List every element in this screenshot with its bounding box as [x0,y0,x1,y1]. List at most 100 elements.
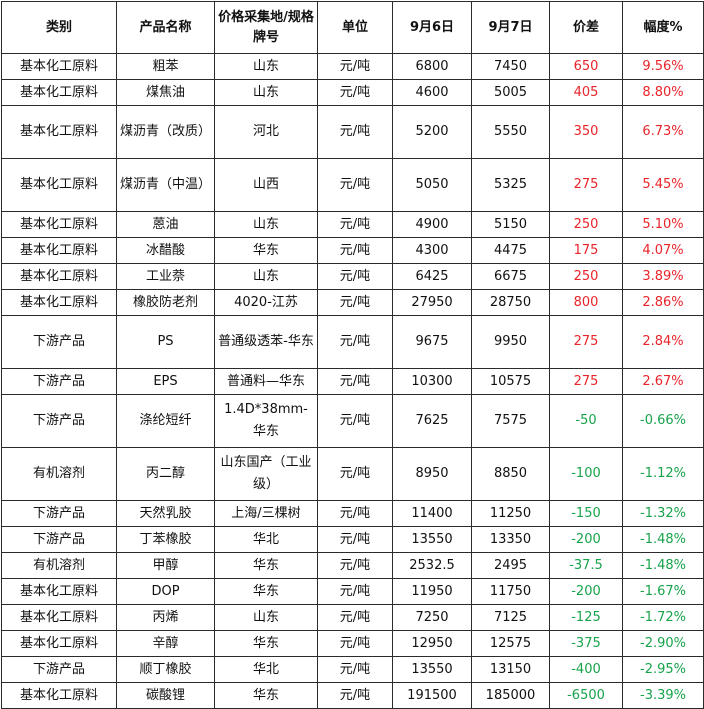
cell-location: 普通级透苯-华东 [214,315,318,369]
cell-sep6-price: 2532.5 [392,552,472,579]
cell-category: 有机溶剂 [1,552,117,579]
cell-unit: 元/吨 [317,79,393,106]
cell-change-pct: -1.12% [622,447,704,501]
cell-product: 丁苯橡胶 [116,526,215,553]
cell-category: 基本化工原料 [1,158,117,212]
cell-sep7-price: 7575 [471,394,550,448]
cell-change-pct: 8.80% [622,79,704,106]
table-row: 基本化工原料 冰醋酸 华东 元/吨 4300 4475 175 4.07% [1,237,704,264]
cell-location: 华东 [214,578,318,605]
cell-change-pct: 2.84% [622,315,704,369]
cell-sep6-price: 5200 [392,105,472,159]
cell-location: 华东 [214,682,318,709]
cell-price-diff: 275 [549,158,623,212]
cell-price-diff: 175 [549,237,623,264]
cell-unit: 元/吨 [317,158,393,212]
cell-sep7-price: 185000 [471,682,550,709]
cell-unit: 元/吨 [317,394,393,448]
cell-price-diff: 350 [549,105,623,159]
cell-price-diff: -125 [549,604,623,631]
cell-sep7-price: 28750 [471,289,550,316]
cell-sep6-price: 27950 [392,289,472,316]
cell-product: 冰醋酸 [116,237,215,264]
cell-category: 基本化工原料 [1,682,117,709]
cell-sep6-price: 12950 [392,630,472,657]
cell-product: 煤沥青（改质） [116,105,215,159]
cell-price-diff: 250 [549,211,623,238]
cell-category: 基本化工原料 [1,604,117,631]
cell-product: 煤沥青（中温） [116,158,215,212]
cell-sep7-price: 13350 [471,526,550,553]
cell-price-diff: 800 [549,289,623,316]
cell-change-pct: 2.67% [622,368,704,395]
cell-sep7-price: 7450 [471,53,550,80]
cell-location: 4020-江苏 [214,289,318,316]
cell-category: 下游产品 [1,656,117,683]
cell-category: 基本化工原料 [1,237,117,264]
cell-sep6-price: 6425 [392,263,472,290]
cell-change-pct: -1.48% [622,526,704,553]
cell-product: 粗苯 [116,53,215,80]
cell-category: 基本化工原料 [1,53,117,80]
cell-unit: 元/吨 [317,211,393,238]
cell-change-pct: -2.95% [622,656,704,683]
cell-location: 山东国产（工业级） [214,447,318,501]
cell-location: 华东 [214,237,318,264]
cell-unit: 元/吨 [317,315,393,369]
cell-location: 山西 [214,158,318,212]
cell-change-pct: 3.89% [622,263,704,290]
cell-sep7-price: 4475 [471,237,550,264]
header-row: 类别 产品名称 价格采集地/规格牌号 单位 9月6日 9月7日 价差 幅度% [1,1,704,54]
cell-category: 基本化工原料 [1,105,117,159]
cell-category: 基本化工原料 [1,630,117,657]
cell-change-pct: 6.73% [622,105,704,159]
cell-product: 丙二醇 [116,447,215,501]
cell-sep6-price: 8950 [392,447,472,501]
cell-location: 1.4D*38mm-华东 [214,394,318,448]
cell-change-pct: -1.48% [622,552,704,579]
cell-change-pct: 5.45% [622,158,704,212]
table-row: 基本化工原料 碳酸锂 华东 元/吨 191500 185000 -6500 -3.39% [1,682,704,709]
table-row: 有机溶剂 甲醇 华东 元/吨 2532.5 2495 -37.5 -1.48% [1,552,704,579]
cell-product: DOP [116,578,215,605]
cell-location: 山东 [214,211,318,238]
table-row: 基本化工原料 橡胶防老剂 4020-江苏 元/吨 27950 28750 800 2.86% [1,289,704,316]
cell-product: 碳酸锂 [116,682,215,709]
cell-product: 蒽油 [116,211,215,238]
cell-unit: 元/吨 [317,578,393,605]
table-row: 基本化工原料 丙烯 山东 元/吨 7250 7125 -125 -1.72% [1,604,704,631]
cell-location: 华东 [214,630,318,657]
cell-price-diff: 250 [549,263,623,290]
cell-category: 下游产品 [1,526,117,553]
cell-location: 山东 [214,604,318,631]
cell-product: EPS [116,368,215,395]
cell-sep6-price: 13550 [392,656,472,683]
table-row: 基本化工原料 辛醇 华东 元/吨 12950 12575 -375 -2.90% [1,630,704,657]
table-row: 有机溶剂 丙二醇 山东国产（工业级） 元/吨 8950 8850 -100 -1.12% [1,447,704,501]
header-pct: 幅度% [622,1,704,54]
cell-price-diff: -200 [549,526,623,553]
cell-unit: 元/吨 [317,552,393,579]
cell-category: 基本化工原料 [1,211,117,238]
table-row: 下游产品 涤纶短纤 1.4D*38mm-华东 元/吨 7625 7575 -50 -0.66% [1,394,704,448]
cell-product: 甲醇 [116,552,215,579]
cell-price-diff: 405 [549,79,623,106]
cell-change-pct: -0.66% [622,394,704,448]
table-row: 基本化工原料 蒽油 山东 元/吨 4900 5150 250 5.10% [1,211,704,238]
table-row: 下游产品 EPS 普通料—华东 元/吨 10300 10575 275 2.67% [1,368,704,395]
header-sep7: 9月7日 [471,1,550,54]
cell-sep7-price: 8850 [471,447,550,501]
table-row: 基本化工原料 工业萘 山东 元/吨 6425 6675 250 3.89% [1,263,704,290]
cell-sep7-price: 5150 [471,211,550,238]
table-row: 基本化工原料 煤焦油 山东 元/吨 4600 5005 405 8.80% [1,79,704,106]
cell-location: 上海/三棵树 [214,500,318,527]
cell-sep6-price: 9675 [392,315,472,369]
cell-product: 工业萘 [116,263,215,290]
table-body: 基本化工原料 粗苯 山东 元/吨 6800 7450 650 9.56% 基本化工原料 煤焦油 山东… [1,53,704,709]
cell-price-diff: -150 [549,500,623,527]
cell-product: 辛醇 [116,630,215,657]
cell-sep6-price: 4300 [392,237,472,264]
cell-product: 顺丁橡胶 [116,656,215,683]
cell-price-diff: -100 [549,447,623,501]
cell-location: 山东 [214,263,318,290]
